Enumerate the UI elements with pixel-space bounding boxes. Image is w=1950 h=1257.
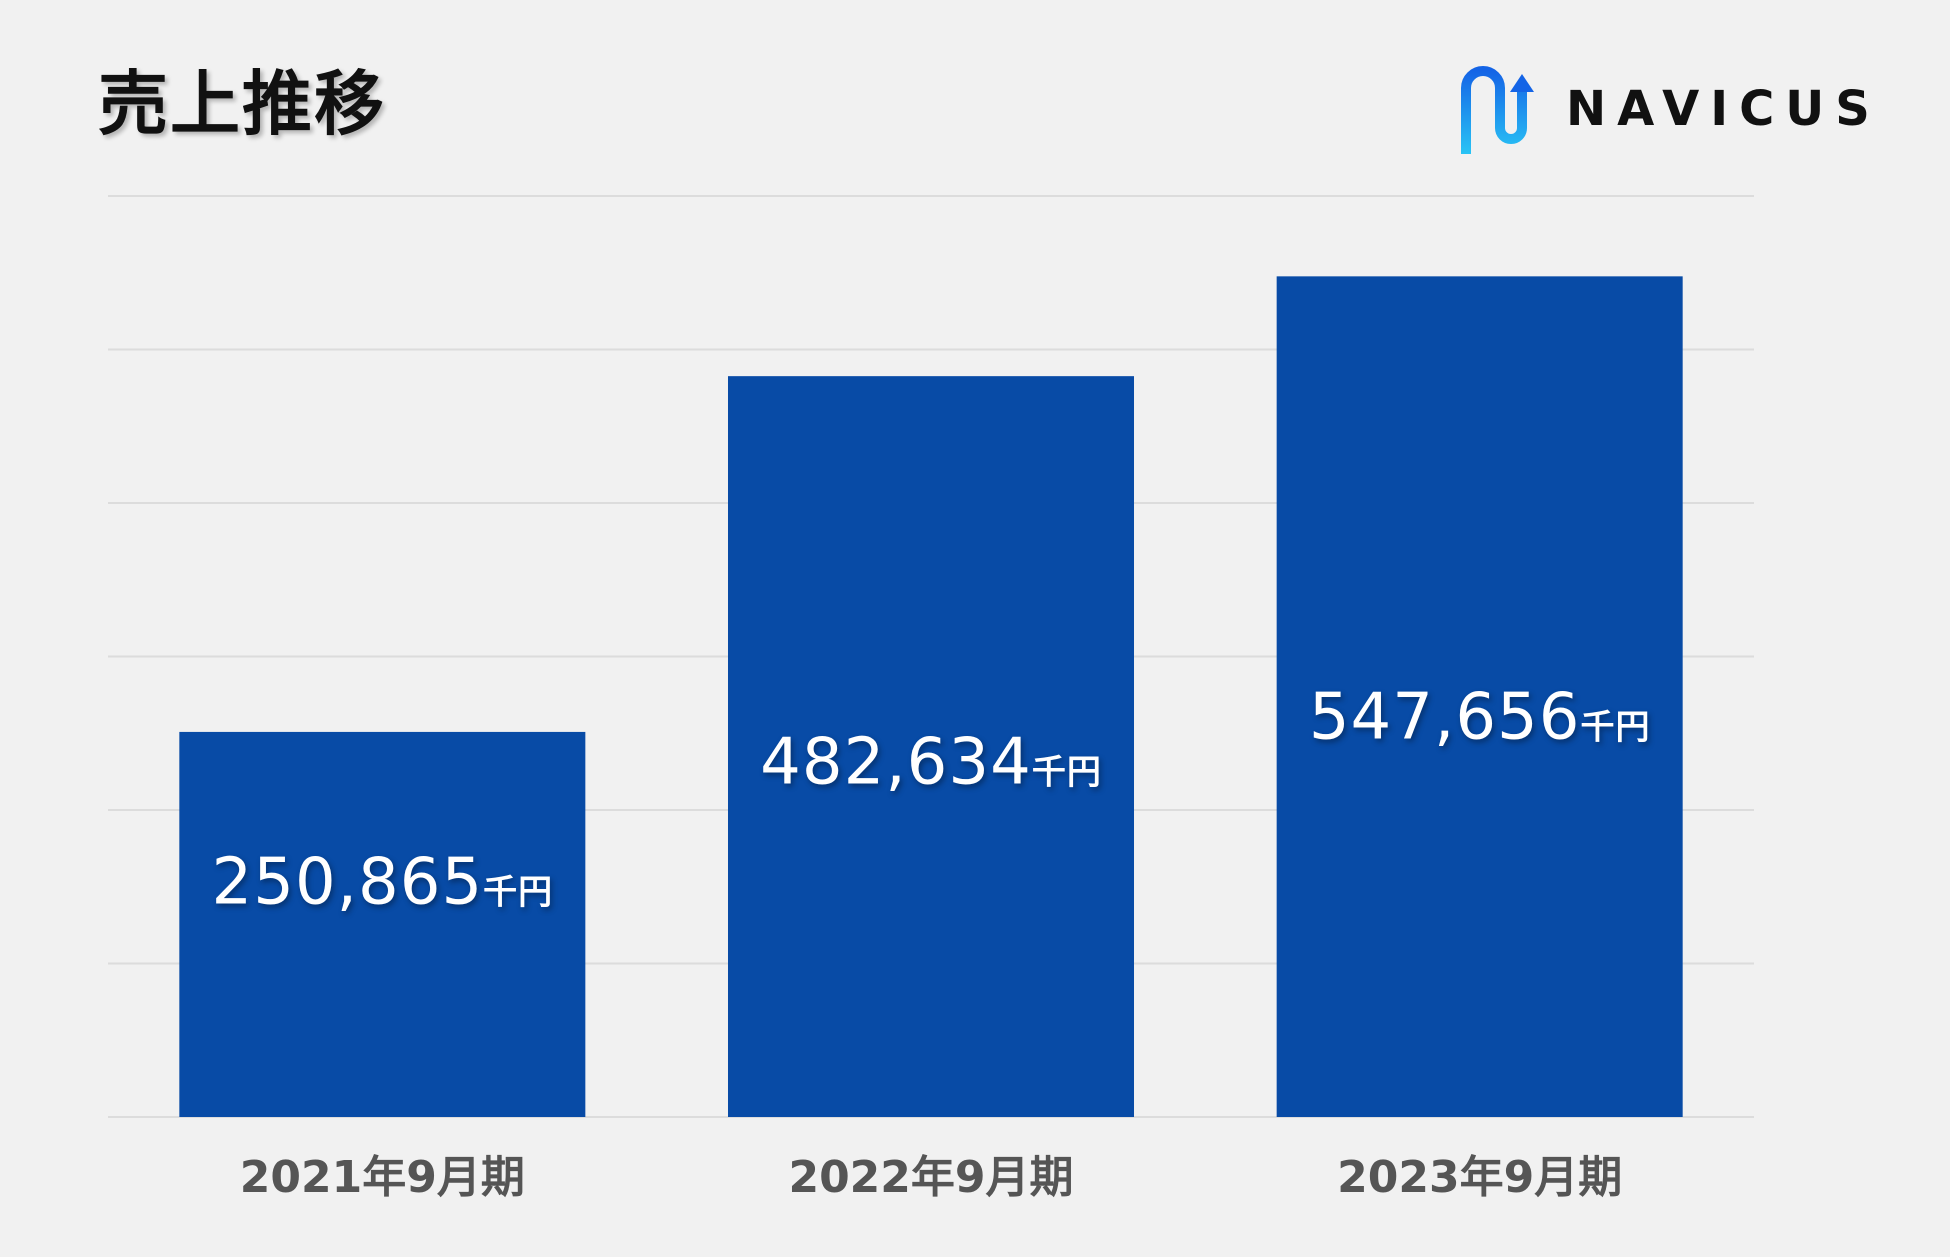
x-tick-label: 2021年9月期 — [240, 1152, 525, 1203]
bar — [727, 376, 1135, 1117]
bar-value-label: 482,634千円 — [760, 726, 1102, 800]
brand-logo: NAVICUS — [1458, 62, 1881, 156]
bar — [1276, 276, 1683, 1118]
x-tick-label: 2022年9月期 — [788, 1152, 1073, 1203]
bar-value-label: 547,656千円 — [1309, 681, 1651, 755]
navicus-logo-icon — [1461, 66, 1534, 154]
brand-name: NAVICUS — [1566, 81, 1881, 137]
x-tick-label: 2023年9月期 — [1337, 1152, 1622, 1203]
bar — [179, 731, 586, 1117]
chart-title: 売上推移 — [98, 63, 386, 145]
bar-value-label: 250,865千円 — [212, 846, 554, 920]
